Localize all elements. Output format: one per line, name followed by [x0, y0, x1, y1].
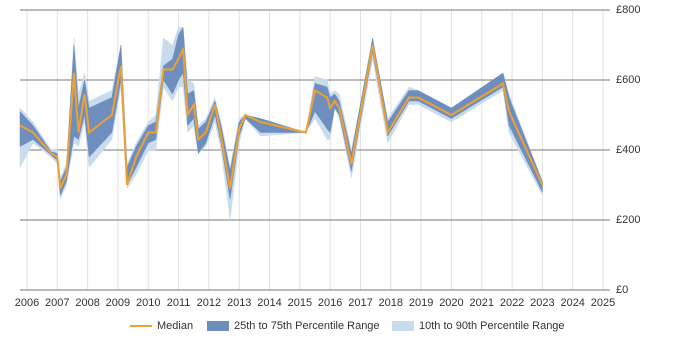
y-tick-label: £600	[616, 74, 640, 86]
x-tick-label: 2015	[288, 297, 312, 309]
x-tick-label: 2021	[470, 297, 494, 309]
y-tick-label: £800	[616, 4, 640, 16]
legend-label: Median	[157, 320, 193, 332]
x-tick-label: 2025	[591, 297, 615, 309]
y-tick-label: £400	[616, 144, 640, 156]
legend-label: 25th to 75th Percentile Range	[234, 320, 380, 332]
x-tick-label: 2013	[227, 297, 251, 309]
y-tick-label: £200	[616, 214, 640, 226]
legend-swatch	[207, 321, 229, 331]
x-tick-label: 2022	[500, 297, 524, 309]
x-tick-label: 2007	[45, 297, 69, 309]
x-tick-label: 2012	[197, 297, 221, 309]
x-tick-label: 2010	[136, 297, 160, 309]
y-tick-label: £0	[616, 284, 628, 296]
x-tick-label: 2019	[409, 297, 433, 309]
x-tick-label: 2020	[439, 297, 463, 309]
x-tick-label: 2006	[15, 297, 39, 309]
legend-swatch	[392, 321, 414, 331]
x-tick-label: 2024	[560, 297, 584, 309]
legend-label: 10th to 90th Percentile Range	[419, 320, 565, 332]
x-tick-label: 2017	[348, 297, 372, 309]
x-tick-label: 2008	[75, 297, 99, 309]
x-tick-label: 2023	[530, 297, 554, 309]
x-tick-label: 2011	[167, 297, 191, 309]
median-line	[19, 44, 544, 189]
x-tick-label: 2016	[318, 297, 342, 309]
x-tick-label: 2018	[379, 297, 403, 309]
percentile-band	[19, 26, 543, 200]
x-tick-label: 2009	[106, 297, 130, 309]
x-tick-label: 2014	[257, 297, 281, 309]
